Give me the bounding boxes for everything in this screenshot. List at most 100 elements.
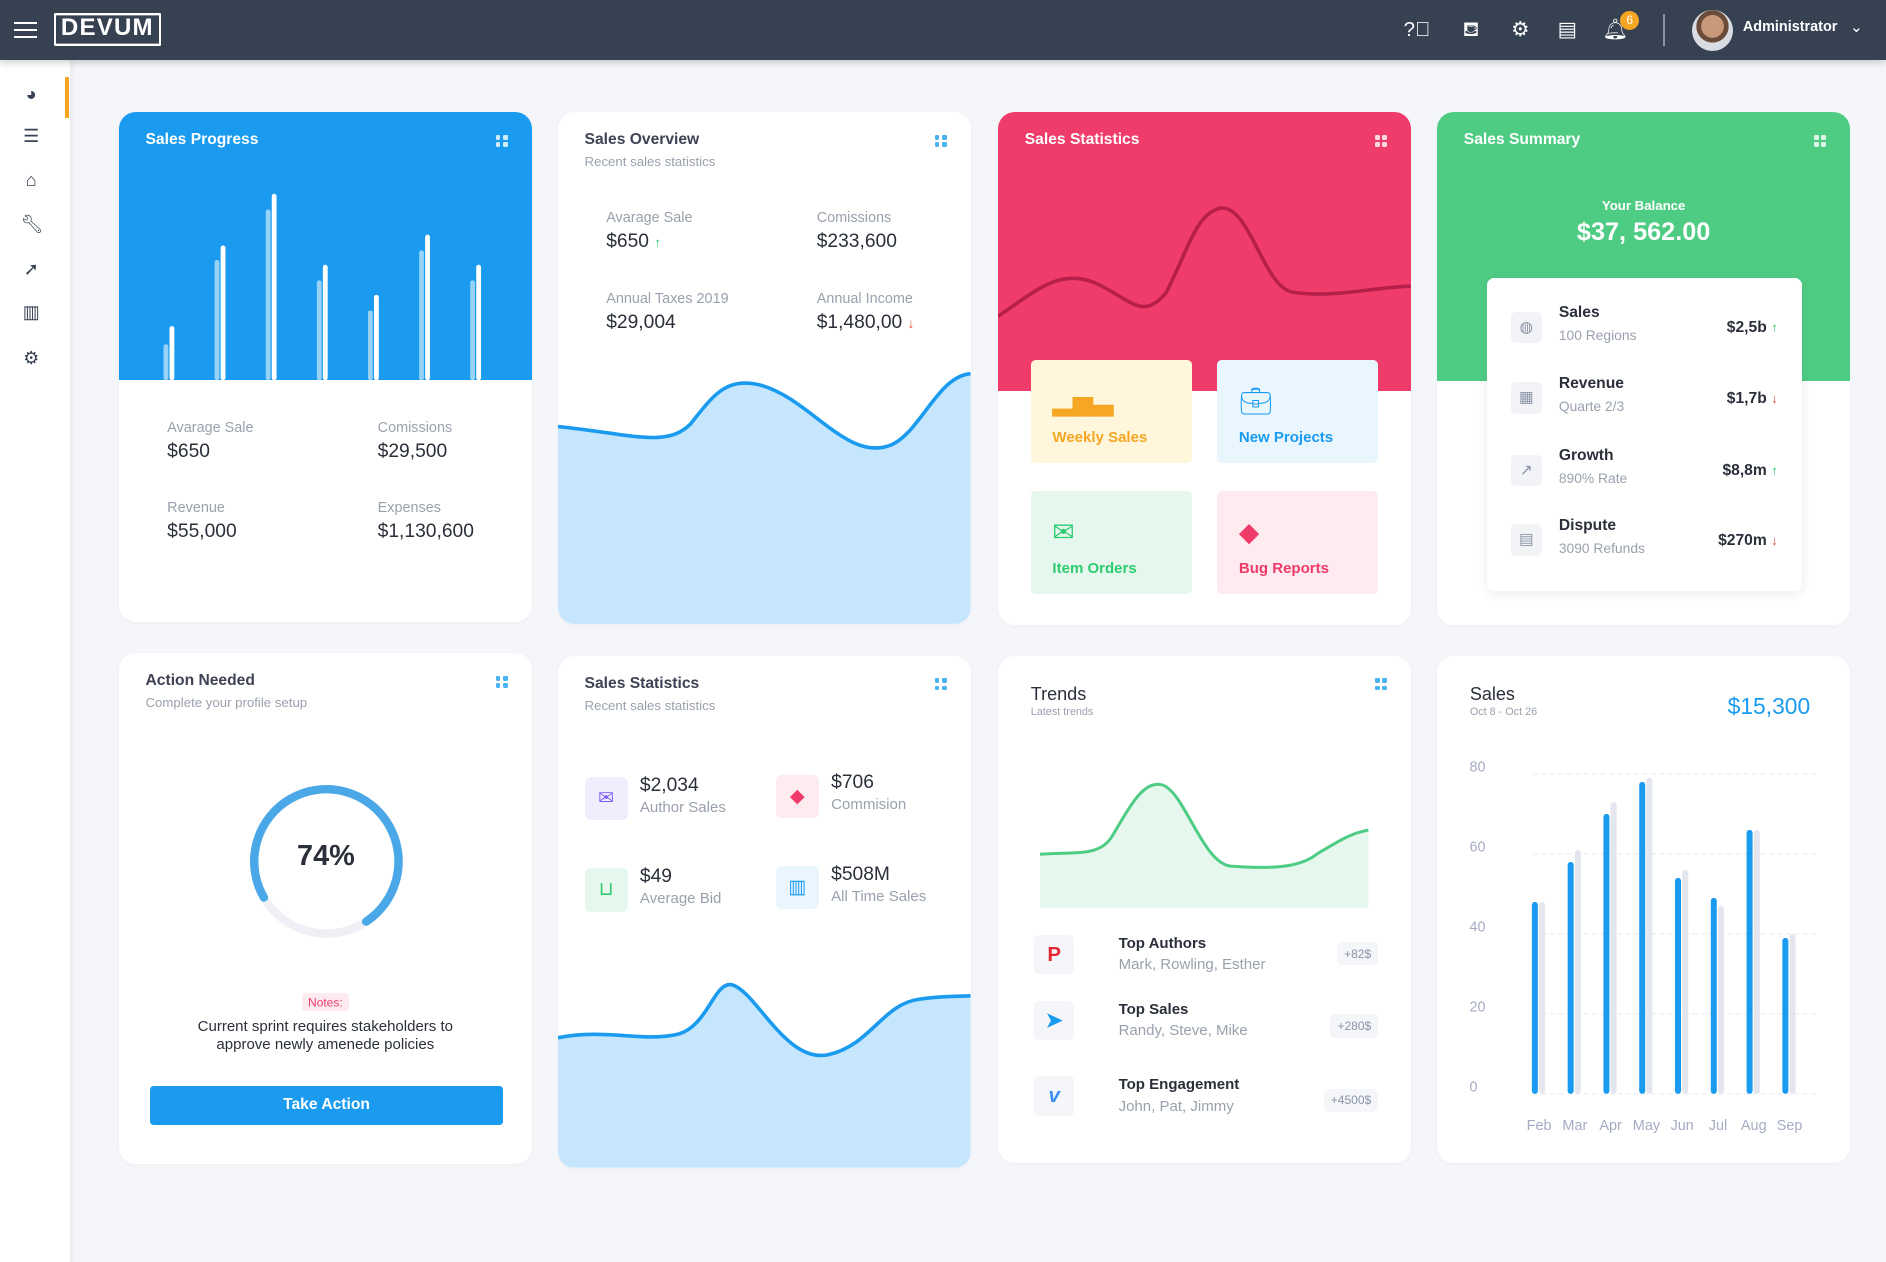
user-name[interactable]: Administrator xyxy=(1742,19,1838,36)
stat-value: $1,480,00 xyxy=(816,311,903,333)
sales-summary-card: Sales Summary Your Balance $37, 562.00 ◍… xyxy=(1437,111,1850,626)
gear-icon[interactable]: ⚙ xyxy=(1511,18,1530,42)
bar-current xyxy=(1532,901,1539,1094)
tile-label: Item Orders xyxy=(1052,560,1137,578)
progress-bar xyxy=(374,294,379,381)
arrow-down-icon: ↓ xyxy=(907,315,915,331)
row-name: Dispute xyxy=(1558,517,1617,535)
bar-previous xyxy=(1646,777,1653,1094)
trend-name: Top Engagement xyxy=(1118,1076,1240,1094)
y-tick-label: 20 xyxy=(1470,999,1486,1015)
trend-badge: +82$ xyxy=(1336,941,1379,966)
grid-icon: ▦ xyxy=(1510,382,1542,414)
take-action-button[interactable]: Take Action xyxy=(150,1086,503,1125)
card-title: Sales Overview xyxy=(584,131,700,149)
settings-icon[interactable]: ⚙ xyxy=(23,347,40,368)
server-icon[interactable]: ▤ xyxy=(1557,18,1577,42)
bug-reports-tile[interactable]: ◆ Bug Reports xyxy=(1217,490,1379,595)
dashboard-icon[interactable]: ◕ xyxy=(25,84,37,105)
card-subtitle: Recent sales statistics xyxy=(584,697,716,713)
layers-icon[interactable]: ☰ xyxy=(23,126,40,147)
arrow-up-icon: ↑ xyxy=(654,235,661,251)
summary-row[interactable]: ◍ Sales 100 Regions $2,5b ↑ xyxy=(1510,304,1778,352)
summary-row[interactable]: ↗ Growth 890% Rate $8,8m ↑ xyxy=(1510,447,1778,495)
x-tick-label: Jun xyxy=(1671,1117,1694,1133)
chart-subtitle: Oct 8 - Oct 26 xyxy=(1469,706,1538,719)
menu-icon[interactable] xyxy=(14,21,38,44)
stat-label: Expenses xyxy=(377,500,441,517)
trends-card: Trends Latest trends P Top Authors Mark, R… xyxy=(998,655,1411,1164)
stat-label: Comissions xyxy=(377,419,453,436)
telegram-icon: ➤ xyxy=(1034,1000,1075,1041)
trend-sub: Randy, Steve, Mike xyxy=(1118,1022,1248,1040)
stat-label: Avarage Sale xyxy=(606,210,693,227)
card-title: Action Needed xyxy=(145,672,255,690)
progress-bar-light xyxy=(419,250,424,381)
rocket-icon[interactable]: ➚ xyxy=(23,258,39,279)
progress-bar-light xyxy=(265,209,271,381)
trend-item[interactable]: P Top Authors Mark, Rowling, Esther +82$ xyxy=(1034,934,1383,983)
progress-bar xyxy=(322,264,328,381)
bar-current xyxy=(1567,861,1575,1094)
trend-item[interactable]: ➤ Top Sales Randy, Steve, Mike +280$ xyxy=(1034,1000,1383,1049)
stat-value: $2,034 xyxy=(639,774,699,796)
menu-dots-icon[interactable] xyxy=(495,675,508,688)
logo[interactable]: DEVUM xyxy=(54,13,161,46)
weekly-sales-tile[interactable]: ▂▅▃ Weekly Sales xyxy=(1030,359,1192,464)
bar-previous xyxy=(1718,905,1725,1094)
bar-previous xyxy=(1539,901,1546,1094)
card-title: Sales Statistics xyxy=(1024,131,1140,149)
stat-value: $29,500 xyxy=(377,440,448,462)
menu-dots-icon[interactable] xyxy=(934,134,947,147)
avatar[interactable] xyxy=(1692,9,1734,51)
notes-label: Notes: xyxy=(301,992,349,1012)
bar-current xyxy=(1675,877,1682,1094)
stat-label: Author Sales xyxy=(639,798,726,816)
summary-row[interactable]: ▦ Revenue Quarte 2/3 $1,7b ↓ xyxy=(1510,375,1778,423)
stat-value: $1,130,600 xyxy=(377,521,474,543)
home-icon[interactable]: ⌂ xyxy=(25,169,37,190)
menu-dots-icon[interactable] xyxy=(1374,678,1387,691)
chevron-down-icon[interactable]: ⌄ xyxy=(1849,18,1863,36)
row-amount: $2,5b xyxy=(1726,318,1767,336)
bar-current xyxy=(1746,829,1753,1094)
summary-row[interactable]: ▤ Dispute 3090 Refunds $270m ↓ xyxy=(1510,517,1778,565)
chart-total: $15,300 xyxy=(1727,692,1811,719)
bar-current xyxy=(1782,937,1789,1094)
progress-bar-light xyxy=(470,280,476,381)
x-tick-label: Mar xyxy=(1563,1117,1588,1133)
help-icon[interactable]: ?⃝ xyxy=(1403,18,1431,42)
progress-bar xyxy=(425,234,430,381)
menu-dots-icon[interactable] xyxy=(1813,134,1826,147)
stat-item: ▥ $508M All Time Sales xyxy=(775,864,956,912)
progress-bar xyxy=(271,193,277,381)
trend-sub: Mark, Rowling, Esther xyxy=(1118,956,1266,974)
trends-area-chart xyxy=(1040,782,1369,909)
statistics-line xyxy=(998,206,1411,318)
stat-item: ✉ $2,034 Author Sales xyxy=(584,774,765,823)
wrench-icon[interactable]: 🔧︎ xyxy=(20,214,44,235)
new-projects-tile[interactable]: 💼︎ New Projects xyxy=(1217,359,1379,464)
notes-text: Current sprint requires stakeholders to … xyxy=(197,1017,454,1053)
progress-bar xyxy=(169,325,175,381)
sidebar: ◕ ☰ ⌂ 🔧︎ ➚ ▥ ⚙ xyxy=(0,60,70,1262)
menu-dots-icon[interactable] xyxy=(934,678,947,691)
chart-icon[interactable]: ▥ xyxy=(22,301,40,322)
trend-item[interactable]: v Top Engagement John, Pat, Jimmy +4500$ xyxy=(1034,1076,1383,1124)
progress-bar xyxy=(220,245,226,381)
stat-value: $29,004 xyxy=(606,311,676,333)
x-tick-label: Sep xyxy=(1777,1117,1803,1133)
bar-previous xyxy=(1575,849,1582,1094)
bar-previous xyxy=(1754,829,1761,1094)
trend-name: Top Authors xyxy=(1118,934,1207,952)
tile-label: Weekly Sales xyxy=(1052,429,1148,447)
menu-dots-icon[interactable] xyxy=(495,134,508,147)
item-orders-tile[interactable]: ✉ Item Orders xyxy=(1030,490,1192,595)
trend-icon: ↗ xyxy=(1510,454,1542,486)
envelope-icon: ✉ xyxy=(1052,517,1075,548)
menu-dots-icon[interactable] xyxy=(1374,134,1387,147)
sales-statistics-card: Sales Statistics ▂▅▃ Weekly Sales 💼︎ New P… xyxy=(998,111,1411,626)
overview-area-chart xyxy=(558,372,971,625)
paint-bucket-icon[interactable]: ⛾ xyxy=(1462,18,1480,42)
card-subtitle: Recent sales statistics xyxy=(584,153,716,169)
